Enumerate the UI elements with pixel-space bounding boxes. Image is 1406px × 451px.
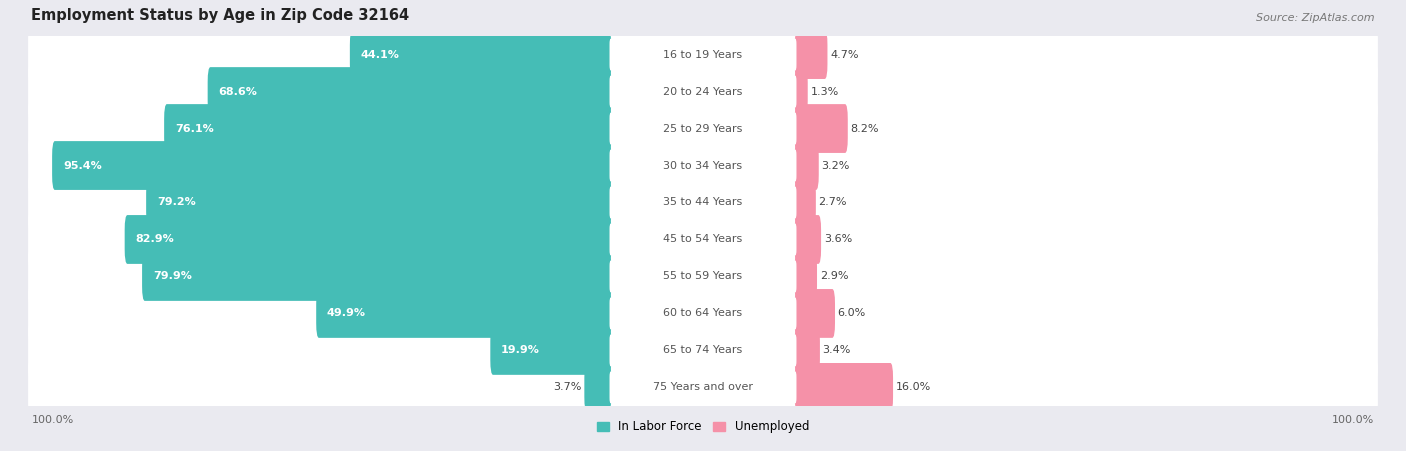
- Text: Employment Status by Age in Zip Code 32164: Employment Status by Age in Zip Code 321…: [31, 8, 409, 23]
- FancyBboxPatch shape: [610, 113, 796, 144]
- FancyBboxPatch shape: [125, 215, 612, 264]
- Text: 79.9%: 79.9%: [153, 272, 191, 281]
- FancyBboxPatch shape: [610, 76, 796, 107]
- Text: 2.9%: 2.9%: [820, 272, 848, 281]
- Text: 76.1%: 76.1%: [174, 124, 214, 133]
- Text: 3.7%: 3.7%: [554, 382, 582, 392]
- FancyBboxPatch shape: [610, 187, 796, 218]
- Text: 95.4%: 95.4%: [63, 161, 101, 170]
- FancyBboxPatch shape: [794, 252, 817, 301]
- FancyBboxPatch shape: [610, 372, 796, 403]
- Text: 16.0%: 16.0%: [896, 382, 931, 392]
- Text: 35 to 44 Years: 35 to 44 Years: [664, 198, 742, 207]
- Text: Source: ZipAtlas.com: Source: ZipAtlas.com: [1256, 13, 1375, 23]
- Text: 8.2%: 8.2%: [851, 124, 879, 133]
- Text: 30 to 34 Years: 30 to 34 Years: [664, 161, 742, 170]
- FancyBboxPatch shape: [610, 298, 796, 329]
- FancyBboxPatch shape: [350, 30, 612, 79]
- Text: 68.6%: 68.6%: [218, 87, 257, 97]
- Text: 3.4%: 3.4%: [823, 345, 851, 355]
- Text: 6.0%: 6.0%: [838, 308, 866, 318]
- Text: 44.1%: 44.1%: [361, 50, 399, 60]
- FancyBboxPatch shape: [794, 30, 828, 79]
- FancyBboxPatch shape: [146, 178, 612, 227]
- FancyBboxPatch shape: [794, 326, 820, 375]
- FancyBboxPatch shape: [610, 261, 796, 292]
- FancyBboxPatch shape: [28, 64, 1378, 120]
- Text: 20 to 24 Years: 20 to 24 Years: [664, 87, 742, 97]
- FancyBboxPatch shape: [28, 27, 1378, 83]
- FancyBboxPatch shape: [610, 150, 796, 181]
- Text: 45 to 54 Years: 45 to 54 Years: [664, 235, 742, 244]
- FancyBboxPatch shape: [316, 289, 612, 338]
- FancyBboxPatch shape: [142, 252, 612, 301]
- Text: 25 to 29 Years: 25 to 29 Years: [664, 124, 742, 133]
- FancyBboxPatch shape: [610, 224, 796, 255]
- Text: 19.9%: 19.9%: [501, 345, 540, 355]
- FancyBboxPatch shape: [28, 249, 1378, 304]
- FancyBboxPatch shape: [794, 141, 818, 190]
- Text: 82.9%: 82.9%: [135, 235, 174, 244]
- Text: 79.2%: 79.2%: [157, 198, 195, 207]
- Text: 60 to 64 Years: 60 to 64 Years: [664, 308, 742, 318]
- FancyBboxPatch shape: [794, 363, 893, 412]
- Legend: In Labor Force, Unemployed: In Labor Force, Unemployed: [598, 420, 808, 433]
- Text: 55 to 59 Years: 55 to 59 Years: [664, 272, 742, 281]
- Text: 4.7%: 4.7%: [830, 50, 859, 60]
- FancyBboxPatch shape: [794, 289, 835, 338]
- Text: 49.9%: 49.9%: [328, 308, 366, 318]
- FancyBboxPatch shape: [28, 138, 1378, 193]
- FancyBboxPatch shape: [491, 326, 612, 375]
- Text: 3.6%: 3.6%: [824, 235, 852, 244]
- FancyBboxPatch shape: [28, 359, 1378, 415]
- FancyBboxPatch shape: [165, 104, 612, 153]
- Text: 1.3%: 1.3%: [810, 87, 838, 97]
- FancyBboxPatch shape: [28, 212, 1378, 267]
- FancyBboxPatch shape: [28, 101, 1378, 156]
- FancyBboxPatch shape: [610, 39, 796, 70]
- FancyBboxPatch shape: [208, 67, 612, 116]
- FancyBboxPatch shape: [52, 141, 612, 190]
- FancyBboxPatch shape: [28, 285, 1378, 341]
- FancyBboxPatch shape: [610, 335, 796, 366]
- Text: 3.2%: 3.2%: [821, 161, 849, 170]
- FancyBboxPatch shape: [794, 104, 848, 153]
- FancyBboxPatch shape: [794, 178, 815, 227]
- Text: 75 Years and over: 75 Years and over: [652, 382, 754, 392]
- Text: 65 to 74 Years: 65 to 74 Years: [664, 345, 742, 355]
- FancyBboxPatch shape: [585, 363, 612, 412]
- FancyBboxPatch shape: [794, 67, 807, 116]
- FancyBboxPatch shape: [28, 175, 1378, 230]
- Text: 16 to 19 Years: 16 to 19 Years: [664, 50, 742, 60]
- Text: 100.0%: 100.0%: [31, 415, 73, 425]
- FancyBboxPatch shape: [794, 215, 821, 264]
- Text: 2.7%: 2.7%: [818, 198, 846, 207]
- Text: 100.0%: 100.0%: [1333, 415, 1375, 425]
- FancyBboxPatch shape: [28, 322, 1378, 378]
